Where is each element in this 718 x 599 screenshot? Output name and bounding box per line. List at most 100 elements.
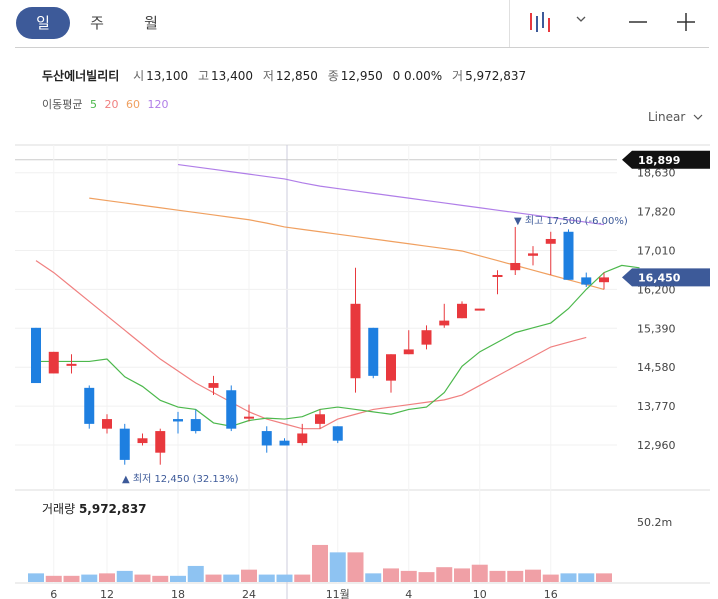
current-price-badge [622,268,710,287]
tab-day[interactable]: 일 [16,7,70,39]
x-tick-label: 18 [171,588,185,599]
candle-body [66,363,77,366]
chevron-down-icon [693,114,703,120]
x-tick-label: 10 [473,588,487,599]
candlestick-icon [530,12,550,32]
candle-body [368,327,379,376]
y-tick-label: 16,200 [637,283,676,296]
candle-body [279,440,290,446]
x-tick-label: 12 [100,588,114,599]
volume-value: 5,972,837 [465,69,527,83]
scale-selector[interactable]: Linear [648,110,703,124]
volume-bar [471,564,488,582]
candle-body [350,303,361,379]
candle-body [208,383,219,388]
y-tick-label: 17,820 [637,206,676,219]
top-price-label: 18,899 [638,154,680,167]
volume-bar [507,570,524,582]
volume-title-value: 5,972,837 [78,502,147,516]
volume-bar [560,573,577,582]
candle-body [510,262,521,271]
volume-bar [596,573,612,582]
candle-body [244,416,254,419]
y-tick-label: 15,390 [637,322,676,335]
volume-bar [542,574,559,582]
chart-type-selector[interactable] [527,10,587,36]
candle-body [173,419,183,422]
candle-body [474,308,485,311]
open-value: 13,100 [146,69,189,83]
candle-body [563,231,574,280]
volume-bar [28,573,44,582]
volume-bar [258,574,275,582]
chevron-down-icon [576,16,586,22]
candle-body [190,419,201,432]
candle-body [137,438,148,444]
volume-bar [81,574,98,582]
x-tick-label: 11월 [326,588,350,599]
volume-bar [489,570,506,582]
candle-body [315,414,325,424]
volume-bar [418,572,435,582]
candle-body [48,351,59,374]
x-tick-label: 4 [405,588,412,599]
ma120-line [177,163,605,226]
volume-bar [276,574,293,582]
tab-week[interactable]: 주 [90,14,104,32]
volume-bar [454,568,470,582]
volume-title-label: 거래량 [42,502,76,516]
y-tick-label: 17,010 [637,245,676,258]
volume-bar [329,552,346,582]
ma5-label: 5 [89,98,97,111]
candle-body [545,238,556,244]
minus-icon [629,21,647,23]
tab-month[interactable]: 월 [144,14,158,32]
y-tick-label: 12,960 [637,439,676,452]
x-tick-label: 6 [50,588,57,599]
ma120-label: 120 [147,98,169,111]
volume-label: 거 [452,69,464,83]
ma5-line [36,264,640,427]
candle-body [492,274,503,277]
volume-bar [187,565,204,582]
candle-body [457,303,467,319]
open-label: 시 [133,69,145,83]
x-tick-label: 16 [544,588,558,599]
volume-bar [205,574,222,582]
volume-bar [116,570,133,582]
volume-bar [347,552,364,582]
candle-body [297,433,308,444]
volume-bar [312,544,328,582]
ma60-label: 60 [125,98,140,111]
close-value: 12,950 [340,69,383,83]
ma-label: 이동평균 [42,98,83,111]
stock-name: 두산에너빌리티 [42,69,120,83]
low-label: 저 [262,69,274,83]
volume-bar [400,570,417,582]
candle-body [31,327,41,384]
candle-body [528,253,538,256]
y-tick-label: 13,770 [637,400,676,413]
ma20-line [35,260,587,430]
high-label: 고 [197,69,210,83]
candle-body [439,320,450,326]
volume-title: 거래량 5,972,837 [42,500,147,517]
volume-bar [152,575,169,582]
current-price-label: 16,450 [638,271,681,284]
toolbar-border [15,47,709,48]
candle-body [421,330,432,345]
low-annotation: ▲ 최저 12,450 (32.13%) [122,473,239,485]
volume-bar [578,573,595,582]
candle-body [403,349,414,355]
candle-body [386,354,396,381]
minus-button[interactable] [625,8,653,36]
candle-body [119,428,130,460]
plus-button[interactable] [673,8,701,36]
candle-body [226,390,237,429]
scale-label: Linear [648,110,686,124]
moving-average-legend[interactable]: 이동평균 5 20 60 120 [42,96,172,112]
high-annotation: ▼ 최고 17,500 (-6.00%) [514,215,628,227]
stock-summary: 두산에너빌리티 시 13,100 고 13,400 저 12,850 종 12,950 … [42,67,532,84]
volume-bar [436,567,453,582]
